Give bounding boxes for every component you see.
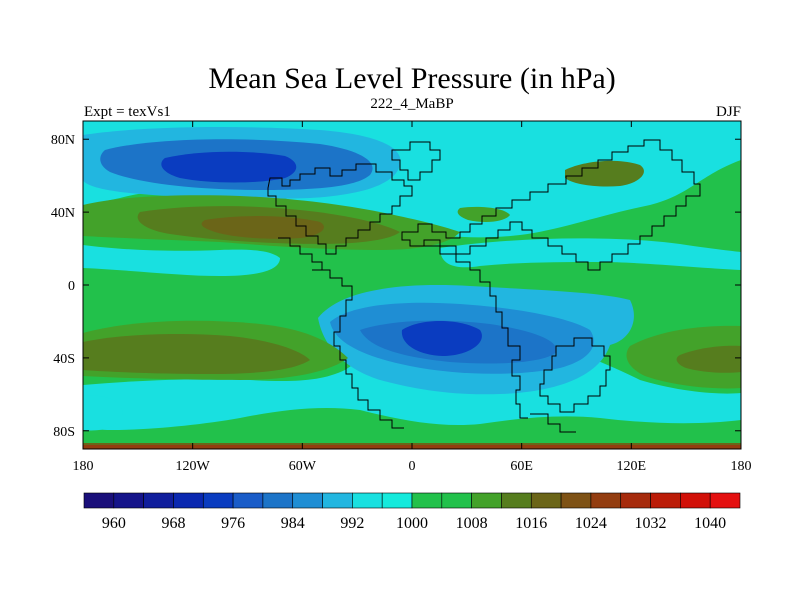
colorbar-swatch [292,492,323,509]
colorbar-label: 1024 [575,515,607,532]
colorbar-label: 1032 [635,515,667,532]
colorbar-swatch [709,492,741,509]
field-high-south-core [83,334,310,374]
colorbar-swatch [113,492,144,509]
coast-south-america [312,269,404,429]
coast-north-america [267,163,413,255]
x-tick-label: 60E [510,459,533,474]
y-tick-label: 80N [51,133,75,148]
field-cyan-west-tropic [83,245,280,276]
coast-greenland [391,141,441,181]
field-high-asia [565,160,644,187]
colorbar-label: 1016 [515,515,547,532]
x-tick-label: 120E [617,459,647,474]
colorbar-swatch [471,492,502,509]
x-tick-label: 60W [289,459,317,474]
coast-australia [539,337,611,413]
colorbar-swatch [173,492,204,509]
colorbar-swatch [411,492,443,509]
colorbar-swatch [680,492,711,509]
colorbar-swatch [232,492,264,509]
field-high-atlantic [457,206,510,223]
colorbar-label: 968 [161,515,185,532]
chart-title: Mean Sea Level Pressure (in hPa) [208,62,615,95]
map-axes: 180 120W 60W 0 60E 120E 180 80N 40N 0 40S 80S [51,121,752,474]
colorbar-label: 1040 [694,515,726,532]
field-high-north-inner [201,216,324,239]
field-cyan-sw [83,395,123,431]
x-tick-label: 180 [73,459,94,474]
coast-central-america [278,237,323,270]
x-tick-label: 180 [731,459,752,474]
colorbar-swatch [83,492,115,509]
field-cyan-tropic-east [440,238,741,270]
colorbar-swatch [322,492,353,509]
field-high-south-indian-core [676,345,741,373]
x-tick-label: 0 [409,459,416,474]
colorbar-label: 1000 [396,515,428,532]
colorbar-label: 1008 [456,515,488,532]
colorbar-swatch [202,492,234,509]
coast-africa [424,245,528,419]
colorbar-swatch [590,492,622,509]
field-deep-low-south [401,321,482,356]
colorbar-swatch [143,492,174,509]
colorbar-swatch [262,492,294,509]
coast-antarctica-arc [530,413,576,433]
x-tick-label: 120W [176,459,211,474]
field-deep-low-north [161,151,297,183]
y-tick-label: 40N [51,206,75,221]
colorbar: 960 968 976 984 992 1000 1008 1016 1024 1032 1040 [83,492,741,532]
colorbar-swatch [620,492,651,509]
colorbar-swatch [381,492,413,509]
age-label: 222_4_MaBP [370,96,453,112]
colorbar-swatch [650,492,681,509]
y-tick-label: 80S [53,425,75,440]
colorbar-swatch [352,492,383,509]
experiment-label: Expt = texVs1 [84,104,171,120]
colorbar-swatch [501,492,532,509]
season-label: DJF [716,104,741,120]
pressure-field [83,121,741,449]
coast-eurasia [401,139,701,271]
coastlines [267,139,701,433]
colorbar-label: 960 [102,515,126,532]
colorbar-label: 976 [221,515,245,532]
colorbar-swatch [560,492,592,509]
colorbar-swatch [441,492,472,509]
y-tick-label: 0 [68,279,75,294]
colorbar-swatch [530,492,562,509]
colorbar-label: 984 [281,515,305,532]
y-tick-label: 40S [53,352,75,367]
colorbar-label: 992 [340,515,364,532]
